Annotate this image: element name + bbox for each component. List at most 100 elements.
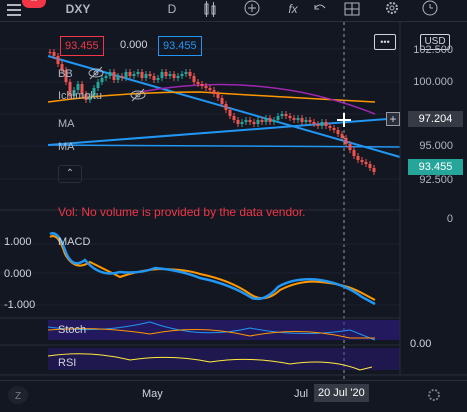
candle-body	[160, 72, 164, 78]
price-candles	[48, 49, 376, 175]
candle-body	[320, 122, 324, 126]
candle-body	[72, 90, 76, 96]
candle-body	[324, 122, 328, 126]
candle-body	[248, 120, 252, 122]
add-price-alert-button[interactable]: +	[386, 112, 400, 126]
candle-body	[212, 90, 216, 94]
ma1-legend-label[interactable]: MA	[58, 118, 75, 130]
chart-canvas[interactable]	[0, 22, 467, 412]
candle-body	[336, 130, 340, 134]
candle-body	[88, 96, 92, 100]
candle-body	[104, 76, 108, 78]
candle-body	[76, 84, 80, 90]
candle-body	[308, 120, 312, 122]
price-tick: 95.000	[419, 140, 453, 152]
last-price-label: 93.455	[408, 159, 463, 175]
candle-body	[60, 64, 64, 70]
time-label-may: May	[142, 388, 163, 400]
candle-body	[312, 122, 316, 124]
ma-orange-line	[47, 91, 376, 103]
candle-body	[80, 84, 84, 94]
notification-badge[interactable]: --	[22, 0, 46, 8]
volume-zero-tick: 0	[446, 213, 453, 225]
price-tick: 100.000	[413, 76, 453, 88]
clock-icon[interactable]	[420, 0, 440, 18]
candle-body	[124, 72, 128, 78]
candle-body	[268, 118, 272, 122]
candle-body	[196, 82, 200, 84]
undo-icon[interactable]	[310, 0, 330, 18]
time-axis[interactable]	[0, 380, 467, 412]
candle-body	[368, 164, 372, 168]
candle-body	[220, 98, 224, 104]
macd-legend-label[interactable]: MACD	[58, 236, 91, 248]
plus-circle-icon[interactable]	[242, 0, 262, 18]
ma2-legend-label[interactable]: MA	[58, 141, 75, 153]
candle-body	[224, 104, 228, 110]
more-options-button[interactable]: •••	[374, 34, 396, 50]
candle-body	[176, 76, 180, 78]
bb-legend-label[interactable]: BB	[58, 68, 73, 80]
macd-signal-line	[49, 235, 376, 301]
candle-body	[364, 162, 368, 164]
candle-body	[352, 150, 356, 156]
candle-body	[52, 52, 56, 56]
candle-body	[152, 76, 156, 80]
candle-body	[92, 88, 96, 96]
symbol-search-button[interactable]: DXY	[65, 2, 91, 16]
candle-body	[68, 82, 72, 96]
macd-tick: -1.000	[4, 299, 36, 311]
candle-body	[64, 70, 68, 82]
candle-body	[156, 78, 160, 80]
menu-icon[interactable]	[4, 0, 24, 18]
crosshair-time-label: 20 Jul '20	[314, 384, 369, 402]
candle-body	[108, 72, 112, 76]
currency-label[interactable]: USD	[420, 34, 450, 50]
candle-body	[260, 120, 264, 122]
indicators-button[interactable]: fx	[288, 2, 298, 16]
candle-body	[332, 128, 336, 130]
candle-body	[84, 94, 88, 100]
candle-body	[184, 72, 188, 74]
candle-body	[328, 126, 332, 128]
candle-body	[280, 114, 284, 116]
rsi-legend-label[interactable]: RSI	[58, 357, 77, 369]
trend-line-2	[47, 117, 401, 146]
legend-change-value: 0.000	[120, 39, 148, 51]
candle-body	[272, 120, 276, 122]
candle-body	[304, 120, 308, 122]
candle-body	[284, 114, 288, 116]
stoch-tick: 0.00	[410, 338, 432, 350]
settings-icon[interactable]	[424, 386, 444, 404]
candle-body	[200, 84, 204, 86]
candle-body	[356, 156, 360, 160]
candle-body	[344, 138, 348, 144]
macd-tick: 1.000	[4, 236, 32, 248]
top-toolbar: -- DXY D fx	[0, 0, 467, 22]
candle-body	[292, 118, 296, 120]
candles-icon[interactable]	[200, 0, 220, 18]
collapse-legend-button[interactable]: ⌃	[58, 165, 82, 183]
candle-body	[360, 160, 364, 162]
layout-icon[interactable]	[342, 0, 362, 18]
ichimoku-legend-label[interactable]: Ichimoku	[58, 90, 103, 102]
eye-hidden-icon[interactable]	[130, 88, 146, 102]
price-tick: 102.500	[413, 44, 453, 56]
candle-body	[48, 52, 52, 53]
candle-body	[296, 118, 300, 120]
candle-body	[236, 120, 240, 124]
interval-button[interactable]: D	[167, 2, 177, 16]
candle-body	[256, 120, 260, 124]
candle-body	[128, 72, 132, 76]
candle-body	[232, 116, 236, 120]
candle-body	[188, 72, 192, 76]
legend-open-value: 93.455	[60, 36, 104, 56]
candle-body	[140, 72, 144, 78]
zoom-icon[interactable]: Z	[8, 386, 28, 404]
candle-body	[216, 94, 220, 98]
eye-hidden-icon[interactable]	[88, 66, 104, 80]
macd-tick: 0.000	[4, 268, 32, 280]
candle-body	[316, 124, 320, 126]
stoch-legend-label[interactable]: Stoch	[58, 324, 87, 336]
settings-icon[interactable]	[382, 0, 402, 18]
